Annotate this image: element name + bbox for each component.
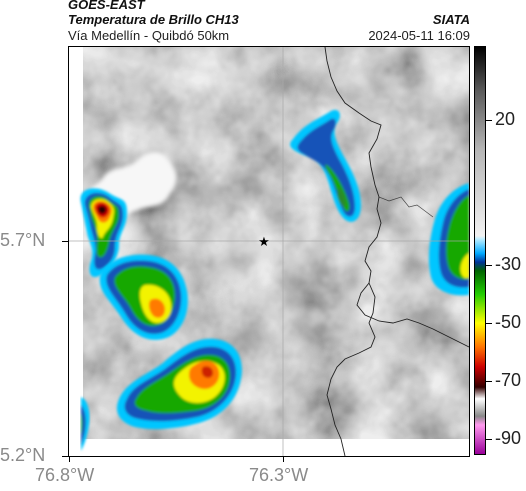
x-tick-mark (283, 456, 284, 462)
colorbar-tick-label: -90 (495, 428, 522, 448)
storm-cell-northeast-band (290, 109, 361, 222)
colorbar-tick-label: -30 (495, 254, 522, 274)
colorbar-tick-label: -70 (495, 370, 522, 390)
dept-border-branch (378, 196, 434, 218)
bottom-blank-strip (69, 439, 469, 456)
y-tick-label: 5.2°N (0, 445, 46, 465)
left-blank-strip (69, 47, 83, 456)
satellite-map[interactable]: ★ (68, 46, 470, 457)
x-tick-mark (69, 456, 70, 462)
storm-cell-bottom-left (81, 397, 90, 451)
satellite-title: GOES-EAST (68, 0, 145, 12)
colorbar-tick-mark (486, 323, 492, 324)
colorbar-tick-mark (486, 439, 492, 440)
storm-cell-northwest (80, 188, 127, 278)
timestamp-label: 2024-05-11 16:09 (368, 28, 470, 43)
city-star-marker[interactable]: ★ (258, 234, 270, 249)
colorbar-tick-label: -50 (495, 312, 522, 332)
product-title: Temperatura de Brillo CH13 (68, 12, 239, 27)
colorbar-tick-mark (486, 381, 492, 382)
dept-border-line (324, 47, 469, 348)
storm-cell-south (116, 338, 242, 430)
x-tick-label: 76.3°W (249, 465, 309, 485)
y-tick-mark (62, 241, 68, 242)
map-canvas: ★ (69, 47, 469, 456)
colorbar-tick-label: 20 (495, 109, 516, 129)
storm-cell-central-west (99, 254, 188, 340)
y-tick-mark (62, 456, 68, 457)
region-label: Vía Medellín - Quibdó 50km (68, 28, 230, 43)
y-tick-label: 5.7°N (0, 230, 46, 250)
colorbar-tick-mark (486, 120, 492, 121)
colorbar-tick-mark (486, 265, 492, 266)
org-label: SIATA (432, 12, 470, 27)
colorbar (474, 46, 486, 455)
x-tick-label: 76.8°W (35, 465, 95, 485)
dept-border-line-south (326, 282, 376, 456)
storm-cell-east-edge (428, 183, 469, 296)
